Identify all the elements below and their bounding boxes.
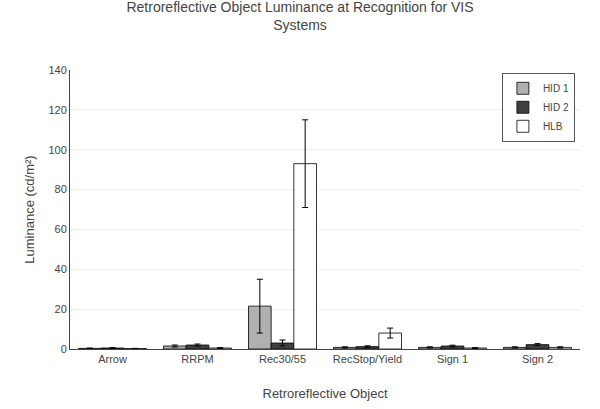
svg-text:Retroreflective Object Luminan: Retroreflective Object Luminance at Reco… xyxy=(126,0,473,33)
svg-text:Rec30/55: Rec30/55 xyxy=(259,353,306,365)
svg-text:20: 20 xyxy=(55,303,67,315)
svg-text:HID 1: HID 1 xyxy=(543,83,569,94)
svg-text:0: 0 xyxy=(61,343,67,355)
svg-text:100: 100 xyxy=(48,144,66,156)
svg-text:Arrow: Arrow xyxy=(98,353,127,365)
svg-text:Luminance (cd/m²): Luminance (cd/m²) xyxy=(22,155,37,263)
svg-text:Sign 1: Sign 1 xyxy=(437,353,468,365)
svg-text:RRPM: RRPM xyxy=(181,353,213,365)
svg-text:120: 120 xyxy=(48,104,66,116)
svg-text:60: 60 xyxy=(55,223,67,235)
svg-text:40: 40 xyxy=(55,263,67,275)
svg-text:RecStop/Yield: RecStop/Yield xyxy=(333,353,402,365)
svg-text:HID 2: HID 2 xyxy=(543,102,569,113)
svg-text:80: 80 xyxy=(55,183,67,195)
svg-text:Sign 2: Sign 2 xyxy=(522,353,553,365)
svg-text:Retroreflective Object: Retroreflective Object xyxy=(263,386,388,401)
svg-text:HLB: HLB xyxy=(543,121,563,132)
svg-text:140: 140 xyxy=(48,64,66,76)
